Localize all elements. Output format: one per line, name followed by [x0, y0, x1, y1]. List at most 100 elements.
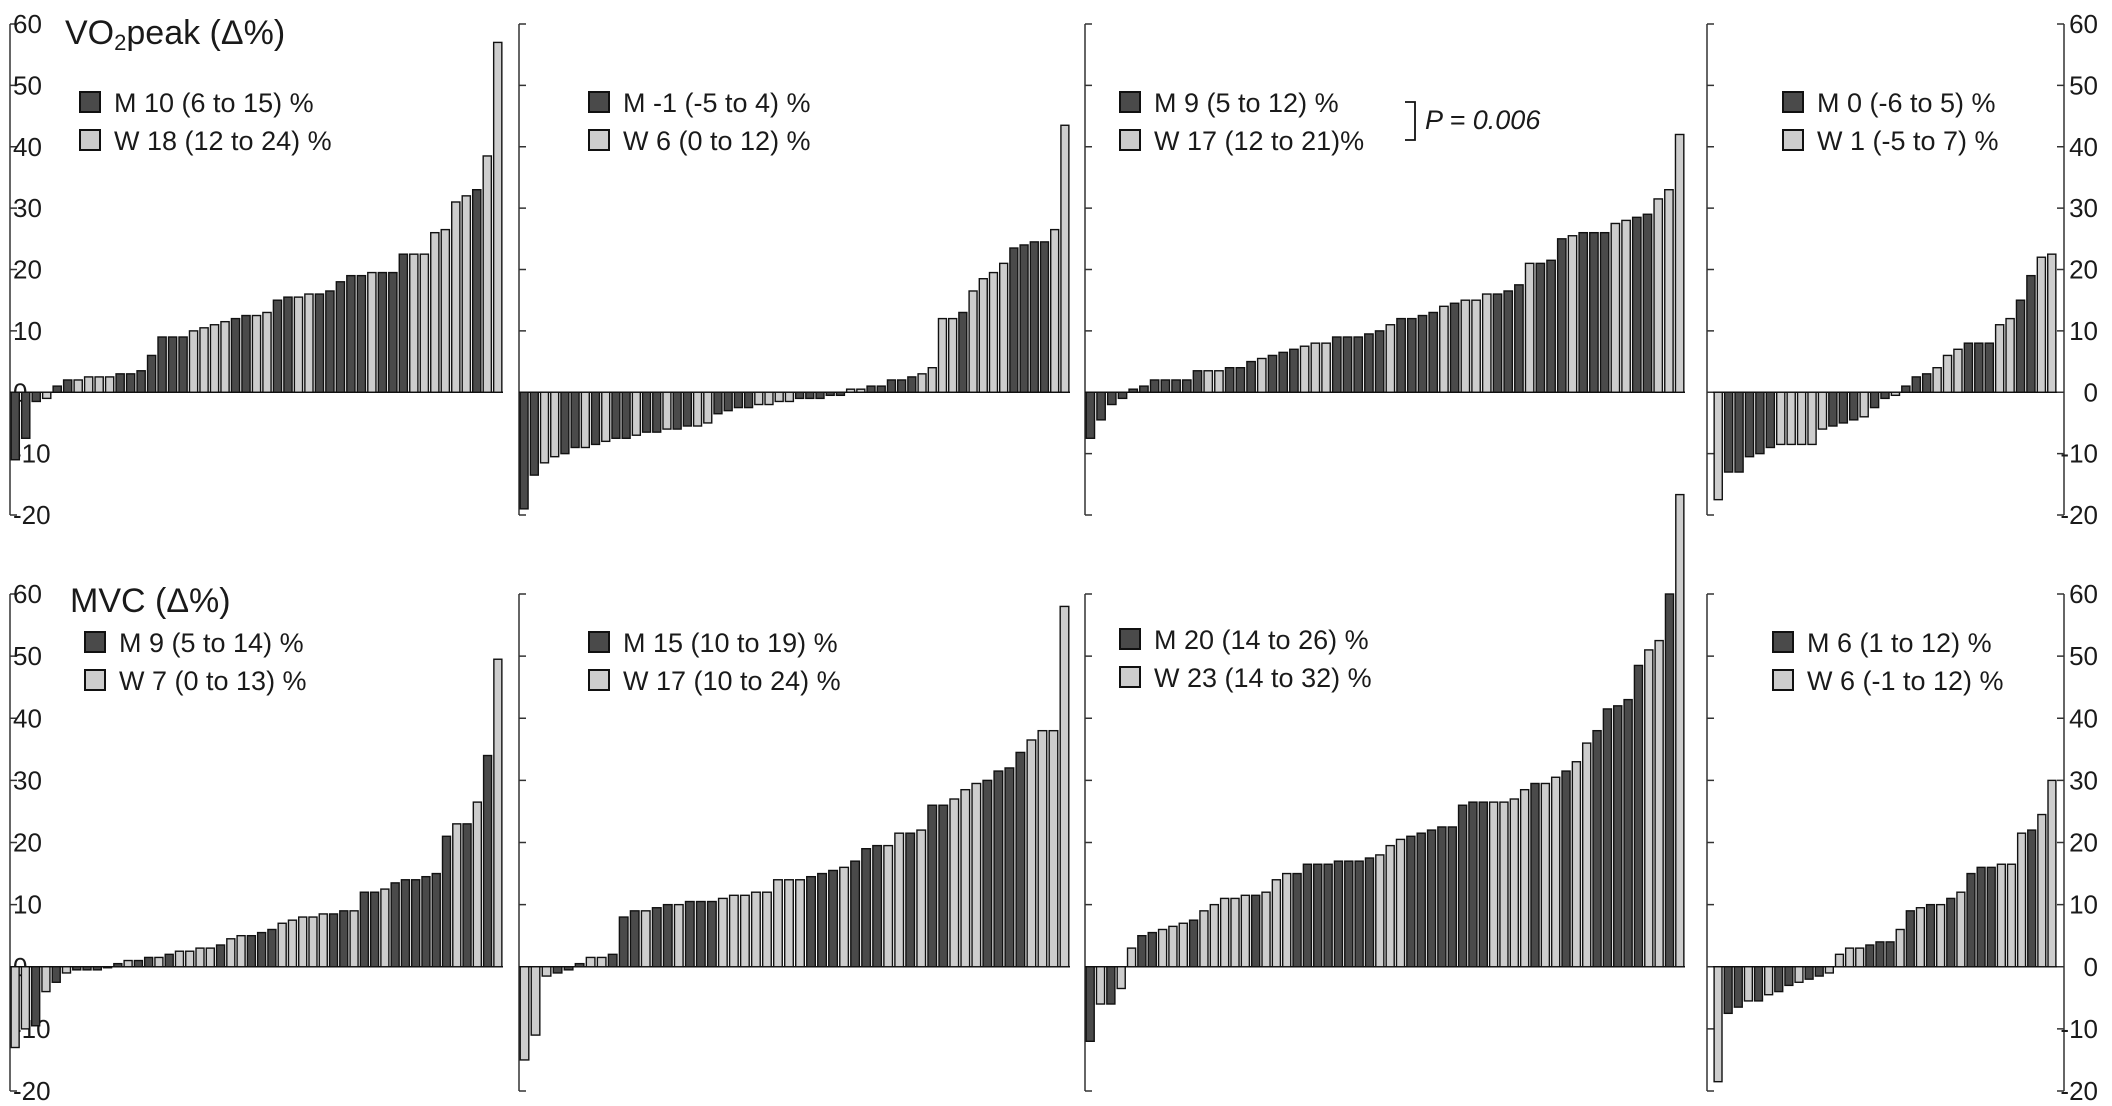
bar-men — [1535, 262, 1546, 393]
bar-men — [1885, 941, 1895, 968]
bar-men — [519, 391, 529, 510]
bar-men — [1437, 826, 1447, 968]
bar-men — [1592, 729, 1602, 968]
bar-women — [1890, 391, 1901, 397]
y-tick-label-right: -10 — [2060, 439, 2098, 469]
bar-women — [999, 262, 1009, 393]
bar-men — [462, 823, 472, 968]
y-tick-label-left: -20 — [13, 500, 51, 530]
bar-men — [441, 835, 452, 968]
legend-label-women: W 6 (-1 to 12) % — [1807, 666, 2004, 696]
bar-women — [1168, 925, 1178, 968]
bar-men — [825, 391, 835, 397]
bar-women — [1935, 903, 1946, 968]
bar-men — [1449, 302, 1460, 393]
bar-women — [318, 913, 328, 968]
bar-women — [949, 798, 960, 968]
bar-women — [1050, 228, 1060, 393]
bar-women — [452, 823, 462, 968]
bar-men — [1753, 966, 1764, 1002]
bar-women — [199, 327, 209, 393]
bar-men — [62, 379, 73, 393]
bar-men — [1733, 966, 1743, 1008]
bar-women — [220, 320, 230, 393]
bar-men — [356, 274, 367, 393]
bar-women — [1230, 897, 1240, 968]
bar-men — [133, 959, 144, 968]
bar-men — [794, 391, 805, 400]
bar-men — [325, 290, 335, 393]
y-tick-label-left: 10 — [13, 316, 42, 346]
bar-men — [267, 928, 277, 968]
bar-men — [230, 317, 241, 393]
bar-men — [178, 336, 188, 393]
bar-women — [293, 296, 304, 393]
bar-men — [1417, 314, 1428, 393]
legend-label-men: M 9 (5 to 12) % — [1154, 88, 1339, 118]
bar-men — [1530, 782, 1540, 968]
row-title: VO2peak (Δ%) — [65, 14, 285, 55]
bar-men — [1354, 860, 1364, 968]
bar-men — [1426, 829, 1437, 968]
bar-men — [652, 391, 662, 433]
legend-swatch-women — [1119, 666, 1141, 688]
bar-men — [377, 271, 388, 393]
bar-men — [1901, 385, 1911, 393]
bar-women — [550, 391, 560, 458]
legend-swatch-women — [1119, 129, 1141, 151]
bar-women — [927, 367, 937, 393]
bar-men — [1723, 391, 1734, 473]
bar-men — [283, 296, 293, 393]
y-tick-label-left: 50 — [13, 641, 42, 671]
bar-women — [2016, 832, 2027, 968]
bar-men — [815, 391, 825, 400]
bar-women — [195, 947, 205, 968]
bar-men — [82, 966, 92, 971]
bar-men — [314, 293, 325, 393]
bar-men — [1192, 370, 1203, 393]
legend-swatch-men — [1772, 631, 1794, 653]
bar-men — [51, 966, 61, 983]
bar-men — [2015, 299, 2026, 393]
bar-men — [641, 391, 652, 433]
legend-swatch-women — [588, 129, 610, 151]
bar-men — [369, 891, 380, 968]
bar-women — [580, 391, 591, 449]
bar-men — [1117, 391, 1128, 400]
bar-men — [886, 379, 897, 393]
bar-men — [328, 913, 339, 968]
bar-men — [1804, 966, 1814, 980]
bar-men — [431, 872, 441, 968]
legend-label-men: M 0 (-6 to 5) % — [1817, 88, 1996, 118]
bar-women — [519, 966, 530, 1061]
bar-women — [1817, 391, 1828, 430]
bar-women — [1048, 729, 1059, 968]
bar-men — [1492, 293, 1503, 393]
bar-men — [828, 869, 839, 968]
bar-men — [1302, 863, 1313, 968]
bar-women — [1524, 262, 1535, 393]
bar-men — [529, 391, 539, 476]
legend-swatch-men — [1119, 91, 1141, 113]
bar-women — [1834, 953, 1845, 968]
bar-men — [1188, 919, 1199, 968]
bar-men — [876, 385, 886, 393]
bar-women — [739, 894, 750, 968]
bar-women — [1621, 219, 1631, 393]
bar-men — [1096, 391, 1106, 421]
bar-women — [1915, 907, 1926, 968]
bar-women — [1786, 391, 1796, 446]
bar-women — [10, 966, 20, 1049]
bar-men — [1149, 379, 1160, 393]
bar-men — [1631, 216, 1642, 393]
bar-men — [1406, 317, 1417, 393]
bar-men — [574, 962, 585, 968]
bar-men — [1963, 342, 1974, 393]
bar-women — [1610, 222, 1621, 393]
bar-women — [262, 311, 272, 393]
bar-women — [541, 966, 552, 977]
bar-men — [136, 370, 146, 393]
bar-women — [1996, 863, 2007, 968]
bar-women — [1550, 776, 1561, 968]
bar-women — [41, 391, 52, 400]
